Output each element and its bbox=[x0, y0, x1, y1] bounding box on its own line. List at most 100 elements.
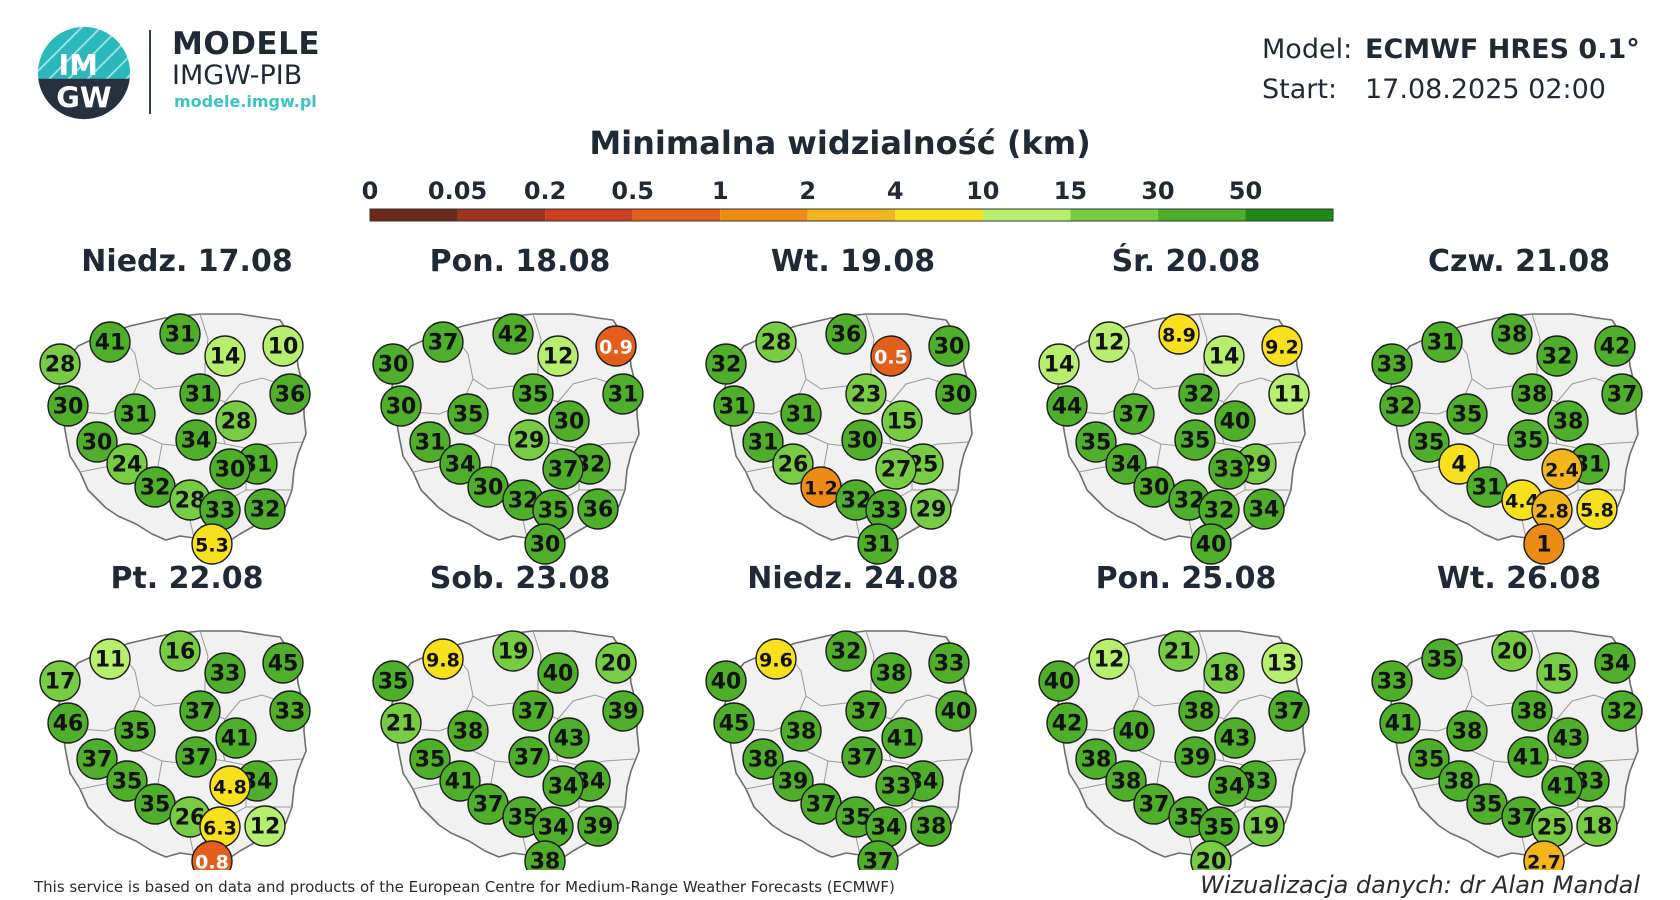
visibility-marker: 37 bbox=[175, 736, 217, 778]
visibility-marker: 38 bbox=[742, 738, 784, 780]
visibility-marker: 35 bbox=[114, 710, 156, 752]
visibility-marker: 32 bbox=[244, 488, 286, 530]
visibility-value: 31 bbox=[1472, 476, 1503, 501]
visibility-value: 38 bbox=[1444, 770, 1475, 795]
visibility-marker: 33 bbox=[865, 489, 907, 531]
visibility-value: 37 bbox=[863, 850, 894, 871]
visibility-value: 16 bbox=[165, 640, 196, 665]
visibility-value: 18 bbox=[1209, 662, 1240, 687]
visibility-marker: 19 bbox=[1243, 805, 1285, 847]
legend-swatch bbox=[1245, 209, 1333, 221]
visibility-value: 32 bbox=[1542, 345, 1573, 370]
visibility-marker: 40 bbox=[1038, 660, 1080, 702]
visibility-marker: 30 bbox=[928, 325, 970, 367]
visibility-value: 34 bbox=[1111, 453, 1142, 478]
visibility-marker: 11 bbox=[1268, 373, 1310, 415]
visibility-marker: 40 bbox=[935, 690, 977, 732]
visibility-value: 37 bbox=[847, 746, 878, 771]
legend-swatch bbox=[632, 209, 721, 221]
visibility-value: 31 bbox=[863, 533, 894, 558]
visibility-value: 33 bbox=[210, 662, 241, 687]
legend-swatch bbox=[545, 209, 633, 221]
visibility-value: 40 bbox=[1196, 533, 1227, 558]
visibility-value: 32 bbox=[140, 476, 171, 501]
legend-swatch bbox=[982, 209, 1071, 221]
visibility-value: 31 bbox=[719, 395, 750, 420]
visibility-marker: 13 bbox=[1261, 642, 1303, 684]
day-label: Pt. 22.08 bbox=[110, 561, 263, 596]
visibility-value: 31 bbox=[165, 323, 196, 348]
brand-title: MODELE bbox=[172, 26, 321, 62]
visibility-marker: 38 bbox=[524, 840, 566, 870]
visibility-value: 30 bbox=[941, 383, 972, 408]
brand-url-link[interactable]: modele.imgw.pl bbox=[174, 92, 317, 111]
visibility-value: 14 bbox=[1044, 353, 1075, 378]
visibility-marker: 30 bbox=[209, 448, 251, 490]
visibility-marker: 35 bbox=[1408, 421, 1450, 463]
visibility-value: 2.8 bbox=[1535, 501, 1569, 523]
visibility-value: 34 bbox=[445, 453, 476, 478]
visibility-value: 38 bbox=[786, 720, 817, 745]
visibility-marker: 4.8 bbox=[209, 765, 251, 807]
visibility-value: 30 bbox=[53, 395, 84, 420]
visibility-marker: 37 bbox=[179, 690, 221, 732]
visibility-value: 38 bbox=[1111, 770, 1142, 795]
visibility-value: 38 bbox=[1553, 410, 1584, 435]
visibility-marker: 34 bbox=[439, 443, 481, 485]
visibility-value: 6.3 bbox=[203, 818, 237, 840]
visibility-value: 11 bbox=[1274, 383, 1305, 408]
visibility-value: 34 bbox=[1249, 498, 1280, 523]
visibility-marker: 39 bbox=[602, 690, 644, 732]
visibility-value: 10 bbox=[268, 335, 299, 360]
visibility-marker: 11 bbox=[89, 638, 131, 680]
imgw-logo: IM GW bbox=[37, 26, 131, 120]
visibility-value: 30 bbox=[473, 476, 504, 501]
visibility-marker: 37 bbox=[841, 736, 883, 778]
visibility-value: 37 bbox=[514, 746, 545, 771]
visibility-value: 37 bbox=[1139, 793, 1170, 818]
visibility-marker: 0.9 bbox=[595, 325, 637, 367]
visibility-value: 41 bbox=[221, 727, 252, 752]
model-row: Model: ECMWF HRES 0.1° bbox=[1262, 30, 1640, 70]
visibility-marker: 32 bbox=[1379, 385, 1421, 427]
visibility-marker: 32 bbox=[705, 343, 747, 385]
visibility-marker: 35 bbox=[1075, 421, 1117, 463]
legend-tick-label: 10 bbox=[966, 177, 999, 205]
day-label: Pon. 25.08 bbox=[1096, 561, 1277, 596]
visibility-value: 45 bbox=[268, 652, 299, 677]
visibility-value: 38 bbox=[1517, 700, 1548, 725]
visibility-marker: 30 bbox=[372, 343, 414, 385]
visibility-value: 9.8 bbox=[426, 650, 460, 672]
visibility-marker: 25 bbox=[1531, 806, 1573, 848]
visibility-value: 35 bbox=[112, 770, 143, 795]
visibility-value: 32 bbox=[1385, 395, 1416, 420]
visibility-marker: 31 bbox=[713, 385, 755, 427]
visibility-marker: 21 bbox=[380, 702, 422, 744]
legend-tick-label: 0 bbox=[362, 177, 379, 205]
visibility-value: 20 bbox=[1497, 640, 1528, 665]
visibility-value: 30 bbox=[378, 353, 409, 378]
visibility-marker: 38 bbox=[1491, 313, 1533, 355]
visibility-marker: 38 bbox=[1178, 690, 1220, 732]
visibility-value: 1 bbox=[1536, 533, 1551, 558]
visibility-value: 41 bbox=[1385, 712, 1416, 737]
footer-credit: Wizualizacja danych: dr Alan Mandal bbox=[1200, 871, 1640, 899]
visibility-marker: 34 bbox=[865, 806, 907, 848]
visibility-value: 34 bbox=[1600, 652, 1631, 677]
visibility-marker: 43 bbox=[1214, 717, 1256, 759]
visibility-value: 12 bbox=[1094, 648, 1125, 673]
visibility-value: 33 bbox=[205, 499, 236, 524]
visibility-value: 30 bbox=[554, 410, 585, 435]
visibility-marker: 2.8 bbox=[1531, 489, 1573, 531]
visibility-value: 2.7 bbox=[1527, 852, 1561, 871]
visibility-marker: 31 bbox=[159, 313, 201, 355]
visibility-marker: 37 bbox=[542, 448, 584, 490]
visibility-marker: 34 bbox=[1105, 443, 1147, 485]
visibility-value: 30 bbox=[82, 431, 113, 456]
